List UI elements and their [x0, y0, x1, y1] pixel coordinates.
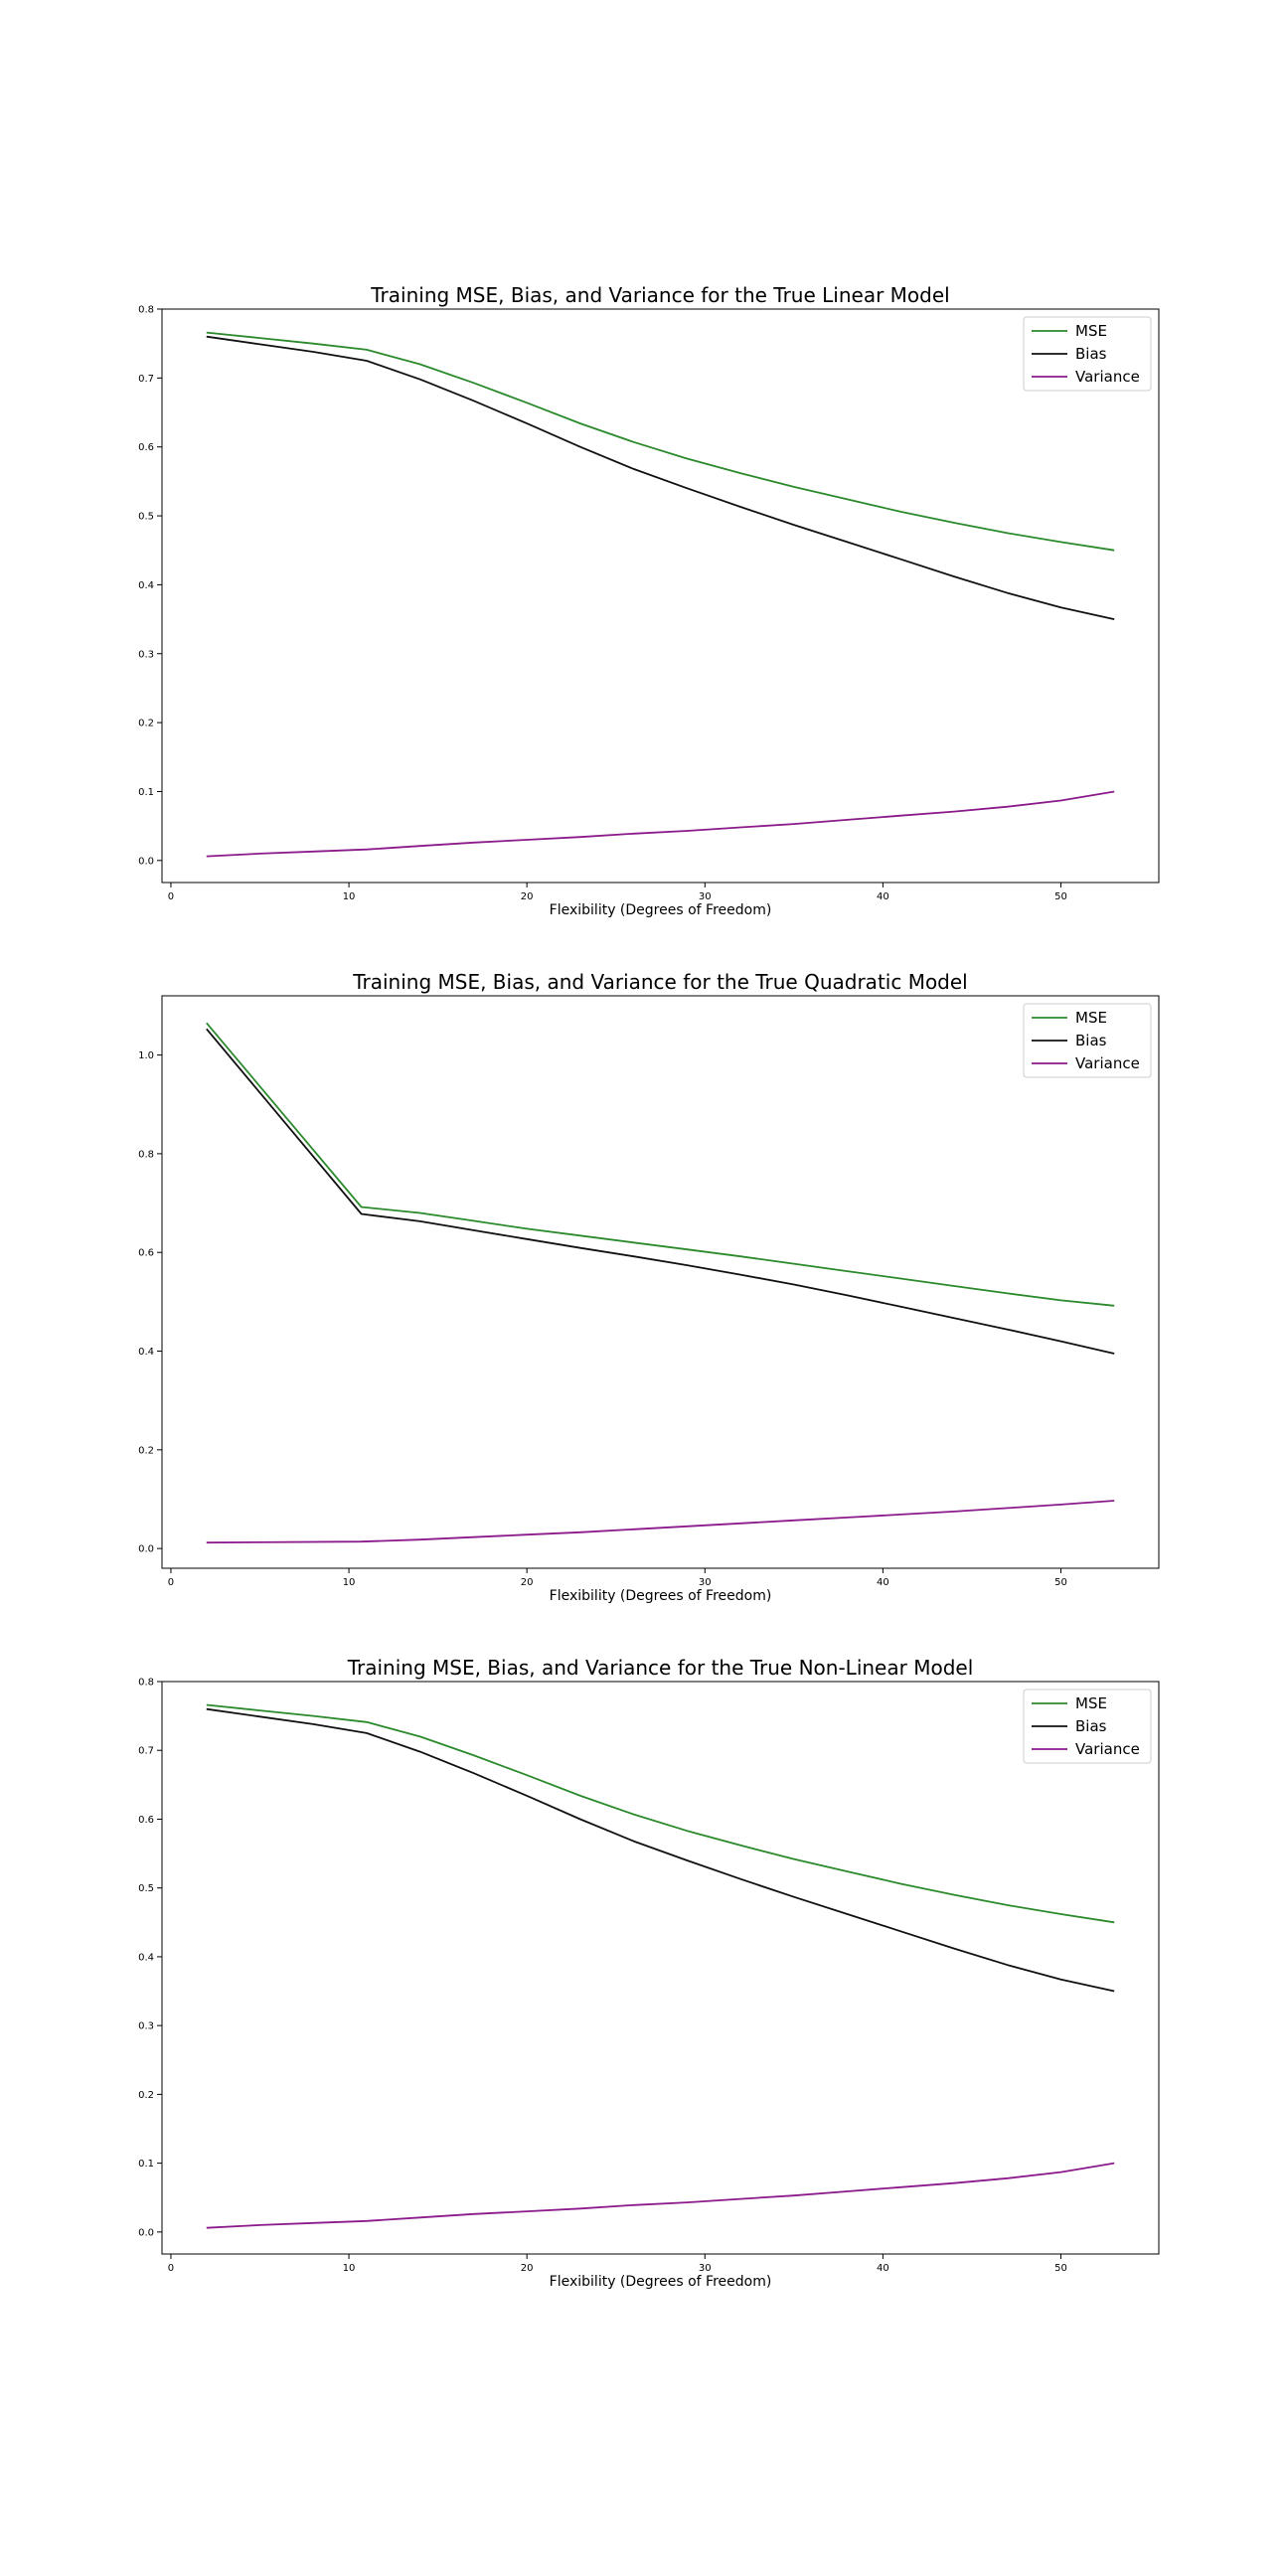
y-tick-label: 0.5 — [138, 1883, 154, 1894]
y-tick-label: 0.6 — [138, 442, 154, 453]
x-tick-label: 50 — [1054, 891, 1067, 902]
x-tick-label: 0 — [168, 1577, 174, 1588]
x-tick-label: 40 — [877, 891, 889, 902]
series-line-bias — [206, 1707, 1115, 1993]
y-tick-label: 0.8 — [138, 1678, 154, 1689]
x-tick-label: 30 — [699, 891, 712, 902]
y-tick-label: 0.4 — [138, 1347, 154, 1358]
y-tick-label: 0.7 — [138, 374, 154, 385]
chart-title: Training MSE, Bias, and Variance for the… — [347, 1656, 974, 1680]
y-tick-label: 0.4 — [138, 1952, 154, 1963]
series-line-variance — [206, 2162, 1115, 2229]
legend-box — [1023, 316, 1152, 392]
legend: MSE Bias Variance — [1023, 316, 1152, 392]
chart-title: Training MSE, Bias, and Variance for the… — [370, 283, 949, 307]
y-tick-label: 0.2 — [138, 1445, 154, 1456]
x-axis-label: Flexibility (Degrees of Freedom) — [550, 902, 772, 918]
subplot-3: Training MSE, Bias, and Variance for the… — [138, 1656, 1160, 2290]
legend: MSE Bias Variance — [1023, 1689, 1152, 1764]
legend-label-variance: Variance — [1075, 1740, 1140, 1758]
y-tick-label: 0.1 — [138, 787, 154, 798]
y-tick-label: 0.8 — [138, 305, 154, 316]
x-tick-label: 10 — [343, 1577, 356, 1588]
y-tick-label: 0.8 — [138, 1149, 154, 1160]
legend: MSE Bias Variance — [1023, 1003, 1152, 1078]
x-tick-label: 30 — [699, 1577, 712, 1588]
y-tick-label: 0.3 — [138, 2021, 154, 2032]
x-tick-label: 10 — [343, 891, 356, 902]
series-line-bias — [206, 335, 1115, 620]
x-tick-label: 30 — [699, 2263, 712, 2274]
axes-frame — [161, 1681, 1160, 2255]
legend-label-bias: Bias — [1075, 345, 1107, 363]
legend-label-mse: MSE — [1075, 1694, 1107, 1712]
y-tick-label: 0.0 — [138, 1544, 154, 1555]
series-line-mse — [206, 1022, 1115, 1307]
y-tick-label: 0.1 — [138, 2159, 154, 2170]
y-tick-label: 0.4 — [138, 580, 154, 591]
x-tick-label: 0 — [168, 2263, 174, 2274]
x-tick-label: 0 — [168, 891, 174, 902]
x-tick-label: 20 — [521, 2263, 534, 2274]
y-tick-label: 1.0 — [138, 1050, 154, 1061]
series-line-mse — [206, 1703, 1115, 1924]
y-tick-label: 0.3 — [138, 649, 154, 660]
axes-frame — [161, 308, 1160, 884]
legend-label-bias: Bias — [1075, 1032, 1107, 1049]
y-tick-label: 0.2 — [138, 719, 154, 729]
x-tick-label: 40 — [877, 1577, 889, 1588]
legend-label-variance: Variance — [1075, 368, 1140, 386]
x-tick-label: 20 — [521, 891, 534, 902]
subplot-2: Training MSE, Bias, and Variance for the… — [138, 970, 1160, 1604]
legend-label-bias: Bias — [1075, 1717, 1107, 1735]
legend-label-mse: MSE — [1075, 1009, 1107, 1027]
y-tick-label: 0.6 — [138, 1248, 154, 1259]
x-tick-label: 50 — [1054, 2263, 1067, 2274]
series-line-mse — [206, 331, 1115, 552]
x-tick-label: 40 — [877, 2263, 889, 2274]
legend-box — [1023, 1003, 1152, 1078]
y-tick-label: 0.0 — [138, 856, 154, 867]
x-tick-label: 20 — [521, 1577, 534, 1588]
chart-title: Training MSE, Bias, and Variance for the… — [352, 970, 968, 994]
y-tick-label: 0.0 — [138, 2227, 154, 2238]
x-axis-label: Flexibility (Degrees of Freedom) — [550, 2274, 772, 2290]
x-tick-label: 10 — [343, 2263, 356, 2274]
x-tick-label: 50 — [1054, 1577, 1067, 1588]
y-tick-label: 0.2 — [138, 2090, 154, 2101]
x-axis-label: Flexibility (Degrees of Freedom) — [550, 1588, 772, 1604]
legend-box — [1023, 1689, 1152, 1764]
series-line-variance — [206, 1500, 1115, 1544]
axes-frame — [161, 995, 1160, 1569]
series-line-variance — [206, 790, 1115, 858]
legend-label-variance: Variance — [1075, 1054, 1140, 1072]
y-tick-label: 0.5 — [138, 512, 154, 523]
y-tick-label: 0.6 — [138, 1815, 154, 1826]
legend-label-mse: MSE — [1075, 322, 1107, 340]
y-tick-label: 0.7 — [138, 1746, 154, 1757]
subplot-1: Training MSE, Bias, and Variance for the… — [138, 283, 1160, 918]
series-line-bias — [206, 1028, 1115, 1355]
